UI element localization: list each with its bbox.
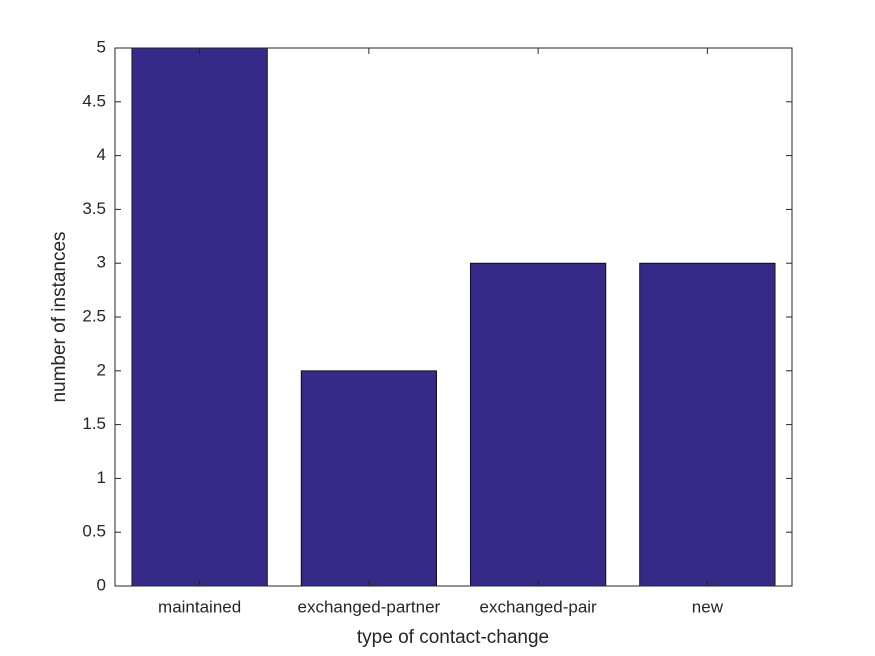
x-axis-title: type of contact-change <box>357 627 549 648</box>
y-tick-label: 1 <box>97 468 106 487</box>
y-tick-label: 3 <box>97 253 106 272</box>
y-tick-label: 0.5 <box>82 522 106 541</box>
y-tick-label: 2 <box>97 360 106 379</box>
y-tick-label: 3.5 <box>82 199 106 218</box>
bar <box>470 262 607 587</box>
y-tick-label: 0 <box>97 575 106 594</box>
axes-box <box>114 47 793 587</box>
x-tick-label: exchanged-pair <box>480 597 598 616</box>
x-tick-label: new <box>692 597 724 616</box>
y-tick-label: 5 <box>97 37 106 56</box>
x-tick-label: exchanged-partner <box>298 597 441 616</box>
bar <box>639 262 776 587</box>
bar <box>300 370 437 587</box>
y-axis-title: number of instances <box>49 231 70 402</box>
y-tick-label: 4 <box>97 145 106 164</box>
y-tick-label: 2.5 <box>82 306 106 325</box>
y-tick-label: 4.5 <box>82 91 106 110</box>
bar <box>131 47 268 587</box>
y-tick-label: 1.5 <box>82 414 106 433</box>
x-tick-label: maintained <box>158 597 241 616</box>
